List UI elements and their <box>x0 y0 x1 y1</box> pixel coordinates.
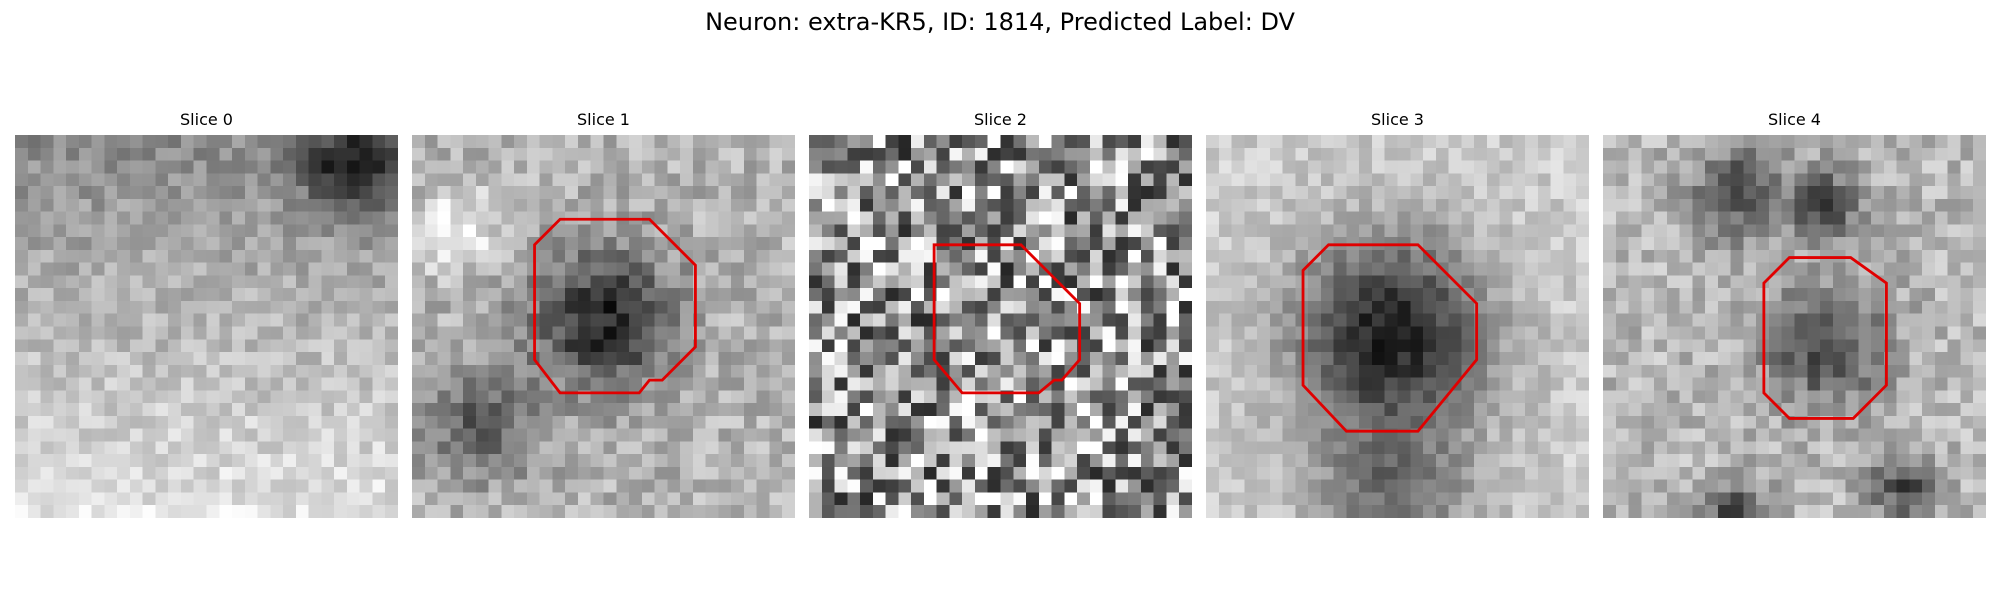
slice-panel-3: Slice 3 <box>1206 108 1589 518</box>
roi-outline <box>932 243 1082 395</box>
roi-outline <box>1301 243 1479 433</box>
slice-image-0 <box>15 135 398 518</box>
roi-outline <box>533 217 697 395</box>
slice-panel-1: Slice 1 <box>412 108 795 518</box>
slice-title: Slice 3 <box>1371 110 1424 129</box>
slice-image-1 <box>412 135 795 518</box>
slice-panel-2: Slice 2 <box>809 108 1192 518</box>
slice-panel-0: Slice 0 <box>15 108 398 518</box>
figure-title: Neuron: extra-KR5, ID: 1814, Predicted L… <box>705 8 1295 36</box>
slice-title: Slice 4 <box>1768 110 1821 129</box>
slice-image-3 <box>1206 135 1589 518</box>
slice-panel-4: Slice 4 <box>1603 108 1986 518</box>
slice-title: Slice 0 <box>180 110 233 129</box>
slice-title: Slice 2 <box>974 110 1027 129</box>
roi-outline <box>1762 256 1888 420</box>
slice-image-2 <box>809 135 1192 518</box>
slice-image-4 <box>1603 135 1986 518</box>
slice-title: Slice 1 <box>577 110 630 129</box>
